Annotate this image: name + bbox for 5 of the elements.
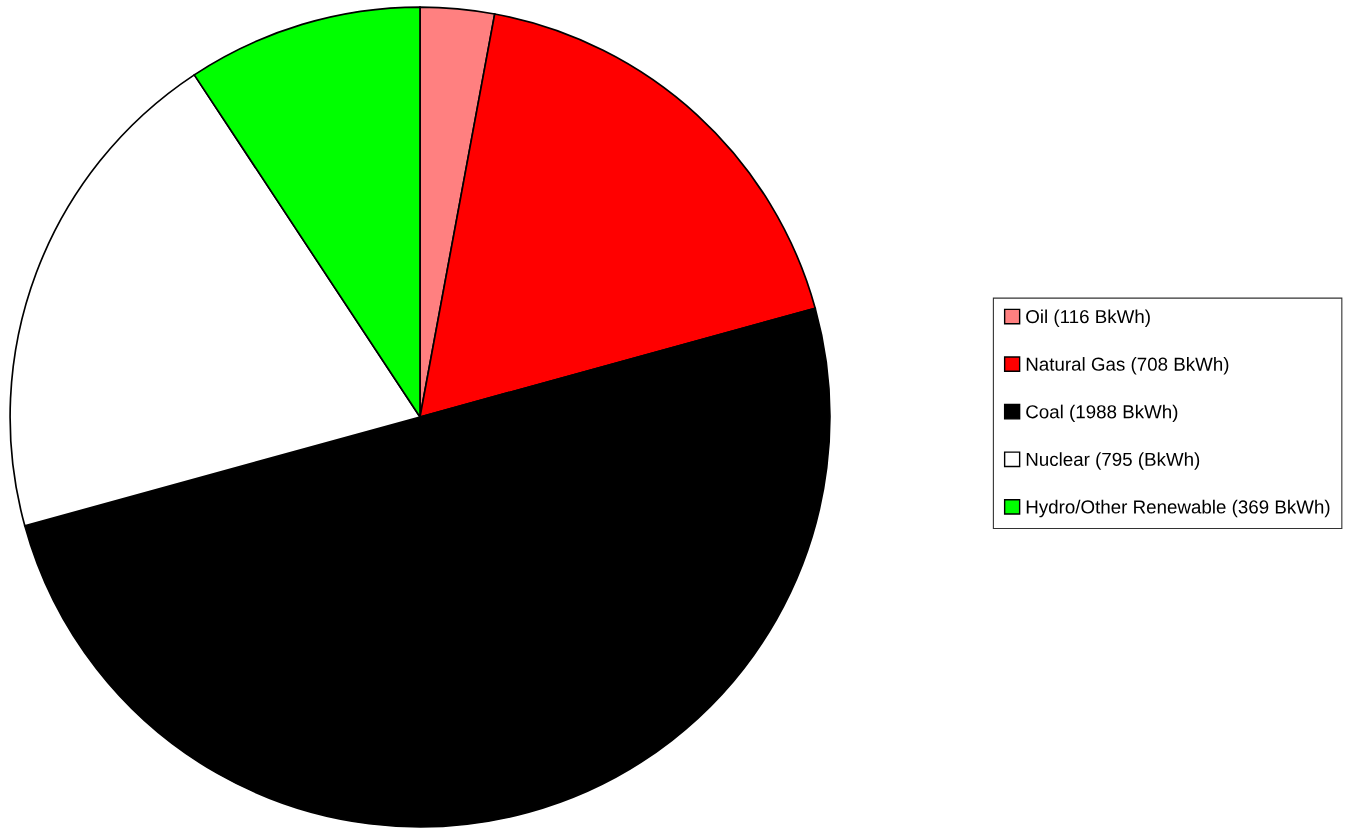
legend-label: Oil (116 BkWh) bbox=[1026, 309, 1150, 327]
legend-label: Nuclear (795 (BkWh) bbox=[1026, 452, 1200, 470]
legend-label: Coal (1988 BkWh) bbox=[1026, 404, 1178, 423]
legend-label: Natural Gas (708 BkWh) bbox=[1026, 357, 1229, 375]
legend-label: Hydro/Other Renewable (369 BkWh) bbox=[1026, 499, 1330, 518]
